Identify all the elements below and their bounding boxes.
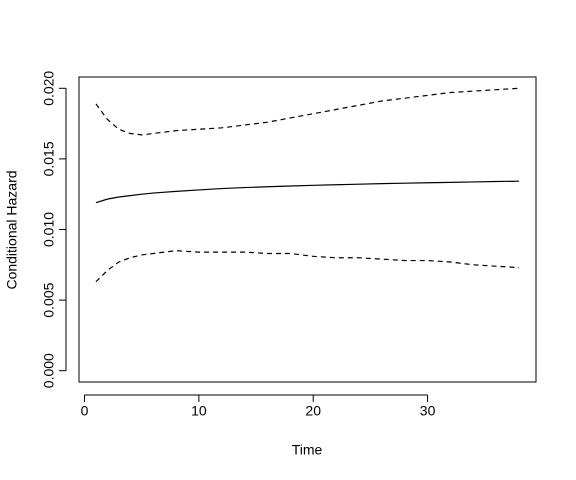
y-tick-label: 0.015 — [41, 141, 57, 176]
y-tick-label: 0.005 — [41, 282, 57, 317]
x-axis-label: Time — [292, 442, 323, 458]
y-tick-label: 0.020 — [41, 71, 57, 106]
y-tick-label: 0.010 — [41, 212, 57, 247]
plot-box — [78, 76, 537, 383]
x-tick-label: 20 — [305, 403, 321, 419]
series-line — [95, 180, 520, 204]
x-tick-label: 0 — [81, 403, 89, 419]
y-tick-label: 0.000 — [41, 353, 57, 388]
y-axis-label: Conditional Hazard — [4, 170, 20, 289]
x-tick-label: 10 — [191, 403, 207, 419]
series-line — [95, 87, 520, 136]
x-tick-label: 30 — [420, 403, 436, 419]
series-line — [95, 250, 520, 283]
